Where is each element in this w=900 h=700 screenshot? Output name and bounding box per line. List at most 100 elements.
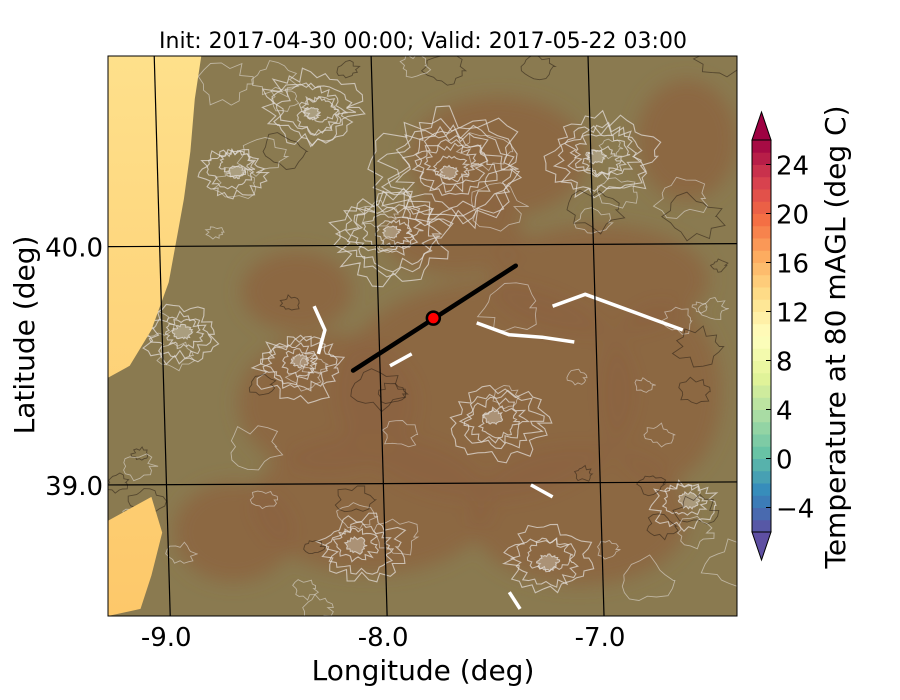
terrain-contour xyxy=(476,282,537,332)
colorbar-band xyxy=(752,164,771,178)
terrain-contour xyxy=(334,485,378,513)
grid-line-lat xyxy=(108,243,737,248)
warm-land-patch xyxy=(241,251,352,332)
terrain-contour xyxy=(643,422,676,448)
terrain-contour xyxy=(164,318,205,350)
colorbar-tick-label: 20 xyxy=(776,201,809,231)
terrain-contour xyxy=(520,56,557,81)
terrain-contour xyxy=(646,513,679,541)
terrain-contour xyxy=(197,62,254,106)
terrain-contour xyxy=(482,408,504,426)
lat-lon-grid xyxy=(108,56,737,616)
terrain-contour xyxy=(367,105,523,230)
grid-line-lat xyxy=(108,481,737,486)
colorbar-band xyxy=(752,519,771,533)
terrain-contour xyxy=(526,537,574,573)
terrain-contour xyxy=(455,132,514,172)
colorbar-band xyxy=(752,397,771,410)
terrain-contour xyxy=(502,523,595,594)
reservoir xyxy=(507,591,522,610)
terrain-contour xyxy=(284,367,322,392)
terrain-contour xyxy=(300,96,339,123)
x-tick-label: -8.0 xyxy=(358,623,409,653)
terrain-contour xyxy=(564,121,642,181)
colorbar-band xyxy=(752,348,771,361)
y-axis-label: Latitude (deg) xyxy=(8,236,41,435)
terrain-contour xyxy=(108,472,130,494)
terrain-contour xyxy=(597,177,638,209)
terrain-contour xyxy=(328,187,454,288)
colorbar-frame xyxy=(751,139,772,533)
colorbar-band xyxy=(752,287,771,300)
terrain-contour xyxy=(566,189,626,235)
colorbar-band xyxy=(752,176,771,190)
terrain-contour xyxy=(156,341,196,372)
colorbar-band xyxy=(752,152,771,165)
terrain-contour xyxy=(566,368,588,386)
terrain-contour xyxy=(303,540,327,555)
terrain-contour xyxy=(700,538,737,587)
reservoir xyxy=(476,321,575,344)
terrain-contour xyxy=(697,296,729,320)
terrain-contour xyxy=(676,515,715,550)
x-tick-label: -7.0 xyxy=(575,623,626,653)
terrain-contour xyxy=(123,453,159,482)
colorbar-band xyxy=(752,213,771,227)
terrain-contour xyxy=(270,86,300,113)
terrain-contour xyxy=(362,213,415,252)
terrain-contour xyxy=(230,425,284,471)
terrain-contour xyxy=(276,82,349,136)
terrain-contour xyxy=(414,138,489,193)
warm-land-patch xyxy=(469,445,690,586)
terrain-contour xyxy=(709,258,729,273)
colorbar-band xyxy=(752,421,771,435)
terrain-contour xyxy=(652,176,708,219)
terrain-contour xyxy=(458,389,545,450)
colorbar-band xyxy=(752,385,771,398)
terrain-contour xyxy=(130,446,149,461)
terrain-contour xyxy=(596,539,621,560)
terrain-contour xyxy=(336,502,379,530)
colorbar-extend-max xyxy=(751,110,772,141)
terrain-contour xyxy=(477,405,520,439)
colorbar-band xyxy=(752,250,771,263)
terrain-contour xyxy=(248,373,277,396)
terrain-contour xyxy=(660,306,693,335)
reservoir xyxy=(530,483,554,499)
terrain-contour xyxy=(251,60,300,98)
reservoir xyxy=(389,352,413,368)
grid-line-lon xyxy=(153,56,171,616)
colorbar-band xyxy=(752,470,771,484)
map-plot-area xyxy=(108,56,737,616)
terrain-contour xyxy=(399,56,432,78)
warm-land-patch xyxy=(601,302,722,482)
terrain-contour xyxy=(336,59,361,79)
colorbar-tick-label: 24 xyxy=(776,152,809,182)
grid-line-lon xyxy=(370,56,388,616)
y-tick-label: 39.0 xyxy=(45,472,103,502)
map-frame xyxy=(107,55,738,617)
reservoir xyxy=(312,305,327,355)
terrain-contour xyxy=(411,128,498,196)
terrain-contour xyxy=(262,132,309,170)
warm-land-patch xyxy=(636,80,737,200)
reservoir xyxy=(551,292,684,332)
terrain-contour xyxy=(171,323,194,340)
colorbar-band xyxy=(752,372,771,386)
terrain-contour xyxy=(376,117,518,225)
terrain-contour xyxy=(350,202,424,256)
colorbar-band xyxy=(752,238,771,251)
colorbar-band xyxy=(752,336,771,349)
colorbar-tick-label: 4 xyxy=(776,397,793,427)
terrain-contour xyxy=(449,384,553,464)
terrain-contour xyxy=(332,527,379,563)
terrain-contour xyxy=(598,138,624,160)
terrain-contour xyxy=(292,579,320,601)
terrain-contour xyxy=(661,483,708,516)
terrain-contour xyxy=(573,207,614,234)
terrain-contour xyxy=(543,109,662,199)
terrain-contour xyxy=(325,521,395,575)
colorbar-band xyxy=(752,458,771,472)
terrain-contour xyxy=(423,142,480,185)
terrain-contour xyxy=(648,479,719,533)
